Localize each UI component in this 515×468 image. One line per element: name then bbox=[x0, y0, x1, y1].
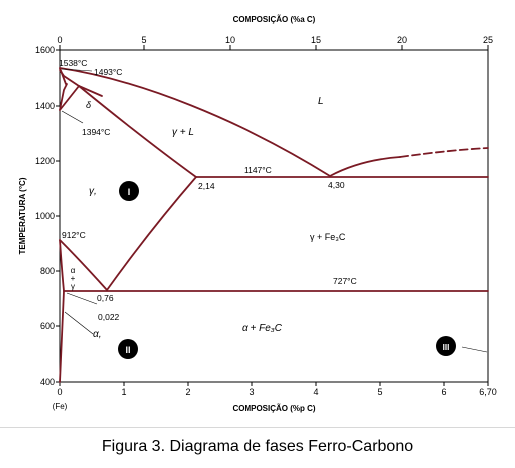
alpha-gamma-line bbox=[59, 239, 65, 292]
temp-1493: 1493°C bbox=[94, 67, 122, 77]
phase-gamma: γ, bbox=[89, 186, 97, 197]
bottom-tick-label: 4 bbox=[313, 387, 318, 397]
comp-214: 2,14 bbox=[198, 181, 215, 191]
bottom-tick-label: 0 bbox=[57, 387, 62, 397]
phase-alpha: α, bbox=[93, 329, 101, 340]
temp-1394: 1394°C bbox=[82, 127, 110, 137]
phase-alpha-gamma-plus: + bbox=[71, 274, 76, 283]
bottom-tick-label: 2 bbox=[185, 387, 190, 397]
left-tick-label: 600 bbox=[40, 321, 55, 331]
bottom-tick-label: 1 bbox=[121, 387, 126, 397]
temp-912: 912°C bbox=[62, 230, 86, 240]
top-tick-label: 5 bbox=[141, 35, 146, 45]
temp-1538: 1538°C bbox=[59, 58, 87, 68]
comp-076: 0,76 bbox=[97, 293, 114, 303]
marker-i: I bbox=[119, 181, 139, 201]
bottom-axis-label: COMPOSIÇÃO (%p C) bbox=[232, 404, 315, 413]
comp-430: 4,30 bbox=[328, 180, 345, 190]
alpha-solvus-line bbox=[59, 290, 65, 383]
comp-0022: 0,022 bbox=[98, 312, 120, 322]
bottom-tick-label: 6,70 bbox=[479, 387, 497, 397]
top-axis-ticks bbox=[59, 45, 489, 50]
marker-i-label: I bbox=[128, 187, 131, 197]
marker-ii-label: II bbox=[125, 345, 130, 355]
top-tick-label: 25 bbox=[483, 35, 493, 45]
left-tick-label: 400 bbox=[40, 377, 55, 387]
acm-line bbox=[106, 176, 197, 291]
liquidus-fe3c-line bbox=[329, 156, 401, 177]
top-tick-label: 10 bbox=[225, 35, 235, 45]
bottom-tick-label: 3 bbox=[249, 387, 254, 397]
bottom-axis-ticks bbox=[59, 382, 489, 386]
top-tick-label: 20 bbox=[397, 35, 407, 45]
left-tick-label: 1600 bbox=[35, 45, 55, 55]
phase-alpha-gamma-g: γ bbox=[71, 282, 75, 291]
phase-delta: δ bbox=[86, 100, 92, 110]
leader-0022 bbox=[66, 292, 98, 305]
top-axis-label: COMPOSIÇÃO (%a C) bbox=[233, 15, 316, 24]
bottom-tick-label: 6 bbox=[441, 387, 446, 397]
leader-alpha bbox=[64, 311, 94, 335]
top-tick-label: 0 bbox=[57, 35, 62, 45]
iron-label: (Fe) bbox=[53, 402, 68, 411]
left-tick-label: 1000 bbox=[35, 211, 55, 221]
top-tick-label: 15 bbox=[311, 35, 321, 45]
figure-caption: Figura 3. Diagrama de fases Ferro-Carbon… bbox=[101, 438, 414, 455]
left-axis-ticks bbox=[56, 49, 60, 383]
liquidus-fe3c-dashed-line bbox=[399, 147, 489, 158]
phase-liquid: L bbox=[318, 96, 324, 107]
solidus-line bbox=[78, 85, 197, 178]
phase-alpha-fe3c: α + Fe₃C bbox=[242, 323, 283, 334]
marker-iii: III bbox=[436, 336, 456, 356]
temp-1147: 1147°C bbox=[244, 165, 272, 175]
leader-1394 bbox=[61, 110, 84, 124]
temp-727: 727°C bbox=[333, 276, 357, 286]
liquidus-gamma-line bbox=[59, 67, 331, 177]
leader-marker-iii bbox=[461, 346, 488, 353]
left-tick-label: 1200 bbox=[35, 156, 55, 166]
phase-gamma-fe3c: γ + Fe₃C bbox=[310, 232, 346, 242]
leader-1493 bbox=[61, 68, 93, 72]
left-tick-label: 1400 bbox=[35, 101, 55, 111]
marker-iii-label: III bbox=[443, 343, 450, 352]
bottom-tick-label: 5 bbox=[377, 387, 382, 397]
caption-divider bbox=[0, 427, 515, 428]
left-axis-label: TEMPERATURA (°C) bbox=[18, 177, 27, 254]
delta-gamma-line bbox=[59, 83, 68, 111]
left-tick-label: 800 bbox=[40, 266, 55, 276]
marker-ii: II bbox=[118, 339, 138, 359]
phase-alpha-gamma-a: α bbox=[71, 266, 76, 275]
phase-gamma-liquid: γ + L bbox=[172, 127, 194, 138]
a3-line bbox=[59, 239, 108, 291]
peritectic-line bbox=[59, 69, 103, 97]
gamma-delta-upper-line bbox=[59, 85, 80, 111]
